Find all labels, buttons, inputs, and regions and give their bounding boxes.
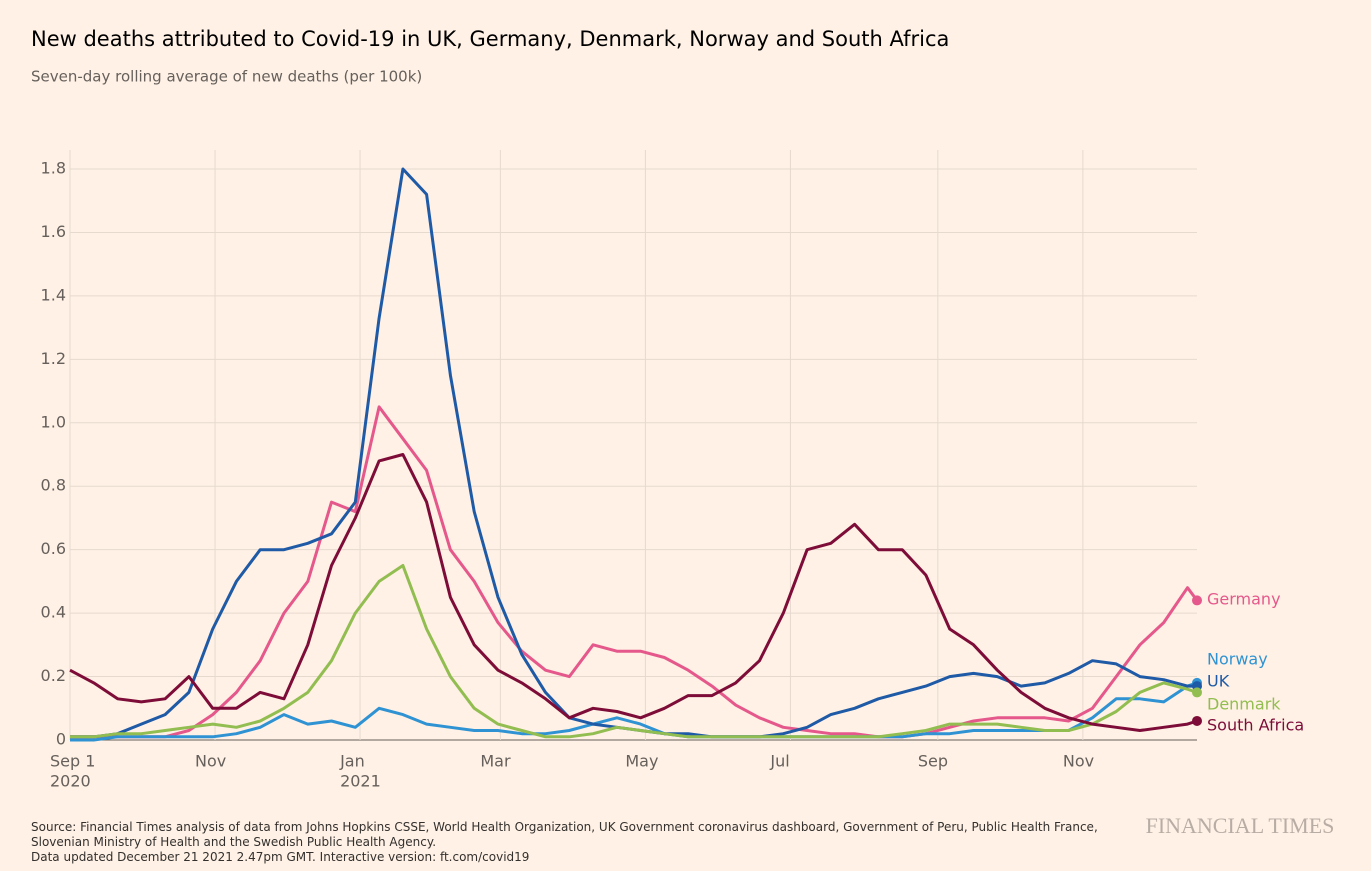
y-tick-label: 1.6: [41, 222, 66, 241]
legend-label: Germany: [1207, 590, 1281, 609]
y-tick-label: 0.4: [41, 603, 66, 622]
source: Source: Financial Times analysis of data…: [31, 820, 1098, 849]
source-note: Source: Financial Times analysis of data…: [31, 820, 1111, 865]
year-label: 2021: [340, 772, 381, 791]
chart-subtitle: Seven-day rolling average of new deaths …: [31, 68, 422, 86]
x-tick-label: Mar: [480, 752, 511, 771]
legend-label: UK: [1207, 672, 1230, 691]
x-tick-label: Jul: [769, 752, 789, 771]
x-tick-label: Sep 1: [50, 752, 95, 771]
end-dot: [1192, 715, 1202, 726]
legend-label: Denmark: [1207, 695, 1281, 714]
y-tick-label: 1.8: [41, 159, 66, 178]
brand: FINANCIAL TIMES: [1146, 813, 1335, 838]
series-line: [70, 564, 1198, 739]
series-line: [70, 405, 1199, 739]
y-tick-label: 0.2: [41, 666, 66, 685]
end-dot: [1192, 687, 1202, 698]
y-tick-label: 1.2: [41, 349, 66, 368]
x-tick-label: Nov: [195, 752, 226, 771]
y-tick-label: 1.0: [41, 412, 66, 431]
series-line: [69, 453, 1198, 732]
series-line: [70, 681, 1198, 742]
x-tick-label: Sep: [918, 752, 948, 771]
y-tick-label: 0.8: [41, 476, 66, 495]
y-tick-label: 0.6: [41, 539, 66, 558]
legend-label: Norway: [1207, 650, 1268, 669]
x-tick-label: Nov: [1063, 752, 1094, 771]
x-tick-label: Jan: [339, 752, 365, 771]
end-dot: [1192, 595, 1202, 606]
x-tick-label: May: [625, 752, 658, 771]
chart-title: New deaths attributed to Covid-19 in UK,…: [31, 27, 949, 51]
y-tick-label: 1.4: [41, 285, 66, 304]
legend-label: South Africa: [1207, 716, 1304, 735]
y-tick-label: 0: [56, 730, 66, 749]
updated: Data updated December 21 2021 2.47pm GMT…: [31, 850, 530, 864]
year-label: 2020: [50, 772, 91, 791]
